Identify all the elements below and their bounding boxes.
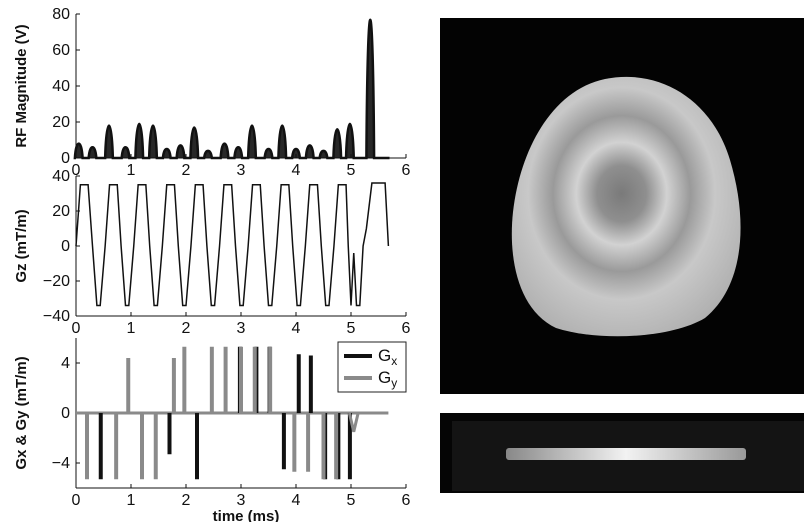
x-tick-label: 1 [127, 320, 136, 337]
x-tick-label: 0 [72, 492, 81, 509]
mri-slab-profile-image [440, 413, 804, 493]
y-tick-label: 0 [61, 150, 70, 167]
y-tick-label: −4 [52, 455, 70, 472]
x-tick-label: 2 [182, 492, 191, 509]
x-tick-label: 3 [237, 492, 246, 509]
x-tick-label: 5 [347, 492, 356, 509]
y-axis-label: Gx & Gy (mT/m) [13, 356, 30, 469]
chart-panel-3: 0 1 2 3 4 5 6 4 0 −4 Gx & Gy (mT/m) time (ms) [13, 338, 411, 522]
x-tick-label: 1 [127, 162, 136, 179]
x-tick-label: 6 [402, 162, 411, 179]
x-tick-label: 2 [182, 320, 191, 337]
legend: Gx Gy [337, 341, 407, 393]
mri-axial-slice-image [440, 18, 804, 394]
x-tick-label: 1 [127, 492, 136, 509]
y-axis-label: Gz (mT/m) [13, 209, 30, 282]
y-tick-label: −40 [43, 308, 70, 325]
legend-gy-label: Gy [378, 368, 397, 390]
x-tick-label: 4 [292, 162, 301, 179]
gz-series-line [75, 182, 390, 307]
y-tick-label: 40 [52, 168, 70, 185]
chart-panel-2: 0 1 2 3 4 5 6 40 20 0 −20 −40 Gz (mT/m) [13, 168, 411, 337]
x-tick-label: 5 [347, 320, 356, 337]
x-tick-label: 0 [72, 320, 81, 337]
y-tick-label: 60 [52, 42, 70, 59]
x-tick-label: 4 [292, 320, 301, 337]
y-tick-label: −20 [43, 273, 70, 290]
legend-gx-label: Gx [378, 346, 397, 368]
y-tick-label: 20 [52, 114, 70, 131]
y-tick-label: 0 [61, 405, 70, 422]
x-tick-label: 6 [402, 492, 411, 509]
y-tick-label: 0 [61, 238, 70, 255]
y-tick-label: 80 [52, 6, 70, 23]
y-tick-label: 40 [52, 78, 70, 95]
x-tick-label: 3 [237, 320, 246, 337]
x-tick-label: 4 [292, 492, 301, 509]
y-tick-label: 20 [52, 203, 70, 220]
x-tick-label: 2 [182, 162, 191, 179]
x-tick-label: 0 [72, 162, 81, 179]
x-axis-label: time (ms) [213, 508, 280, 522]
dip-gy [347, 412, 360, 433]
x-tick-label: 5 [347, 162, 356, 179]
rf-series-line [73, 18, 390, 160]
y-axis-label: RF Magnitude (V) [13, 24, 30, 147]
x-tick-label: 3 [237, 162, 246, 179]
y-tick-label: 4 [61, 355, 70, 372]
x-tick-label: 6 [402, 320, 411, 337]
